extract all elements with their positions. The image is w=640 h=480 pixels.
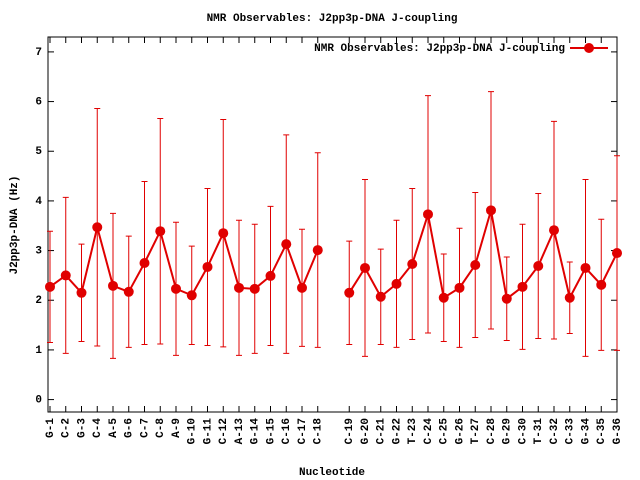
x-tick-label: G-3	[76, 418, 88, 438]
data-point	[533, 260, 544, 271]
data-point	[123, 286, 134, 297]
x-tick-label: C-33	[565, 418, 577, 445]
x-tick-label: G-1	[45, 418, 57, 438]
data-point	[438, 292, 449, 303]
x-tick-label: G-34	[580, 418, 592, 445]
x-tick-label: C-16	[281, 418, 293, 444]
y-tick-label: 1	[35, 345, 42, 357]
data-point	[549, 225, 559, 236]
x-tick-label: G-11	[202, 418, 214, 445]
data-point	[76, 287, 87, 298]
x-tick-label: G-36	[612, 418, 624, 444]
data-point	[281, 239, 292, 250]
x-tick-label: C-8	[155, 418, 167, 438]
x-tick-label: G-29	[502, 418, 514, 444]
data-point	[375, 291, 386, 302]
data-point	[218, 228, 229, 239]
data-point	[344, 287, 355, 298]
data-point	[265, 270, 276, 281]
legend-label: NMR Observables: J2pp3p-DNA J-coupling	[314, 43, 565, 55]
data-point	[596, 279, 607, 290]
y-tick-label: 2	[35, 295, 42, 307]
x-tick-label: T-27	[470, 418, 482, 444]
x-tick-label: G-15	[265, 418, 277, 445]
x-tick-label: C-25	[439, 418, 451, 445]
data-point	[391, 278, 402, 289]
x-tick-label: C-17	[297, 418, 309, 444]
data-point	[501, 293, 512, 304]
series-line	[49, 210, 618, 301]
x-tick-label: G-20	[360, 418, 372, 444]
x-tick-label: C-35	[596, 418, 608, 445]
x-tick-label: C-18	[313, 418, 325, 445]
x-tick-label: C-7	[139, 418, 151, 438]
data-point	[202, 261, 213, 272]
x-tick-label: A-13	[234, 418, 246, 445]
x-tick-label: G-10	[187, 418, 199, 444]
x-tick-label: G-22	[391, 418, 403, 444]
data-point	[423, 209, 433, 220]
y-tick-label: 6	[35, 96, 42, 108]
x-tick-label: G-6	[124, 418, 136, 438]
data-point	[360, 262, 370, 273]
data-point	[580, 262, 591, 273]
x-tick-label: C-32	[549, 418, 561, 444]
data-point	[155, 226, 166, 237]
data-point	[517, 281, 528, 292]
x-tick-label: C-2	[61, 418, 73, 438]
x-tick-label: C-21	[376, 418, 388, 445]
data-point	[186, 290, 197, 301]
x-tick-label: C-12	[218, 418, 230, 444]
x-axis-label: Nucleotide	[299, 467, 365, 479]
x-tick-label: C-28	[486, 418, 498, 445]
x-tick-label: C-19	[344, 418, 356, 444]
x-tick-label: C-24	[423, 418, 435, 445]
y-tick-label: 0	[35, 394, 42, 406]
chart-title: NMR Observables: J2pp3p-DNA J-coupling	[207, 13, 458, 25]
data-point	[234, 282, 244, 293]
data-point	[407, 258, 418, 269]
data-point	[486, 205, 496, 216]
x-tick-label: C-4	[92, 418, 104, 438]
y-tick-label: 7	[35, 47, 42, 59]
data-point	[470, 259, 481, 270]
x-tick-label: A-5	[108, 418, 120, 438]
y-tick-label: 5	[35, 146, 42, 158]
y-tick-label: 4	[35, 196, 42, 208]
data-point	[612, 248, 622, 259]
y-tick-label: 3	[35, 245, 42, 257]
y-axis-label: J2pp3p-DNA (Hz)	[9, 175, 21, 274]
data-point	[312, 245, 323, 256]
x-tick-label: G-26	[454, 418, 466, 444]
data-point	[45, 281, 55, 292]
data-point	[564, 292, 575, 303]
data-point	[249, 283, 260, 294]
x-tick-label: C-30	[517, 418, 529, 444]
plot-frame	[47, 36, 618, 413]
data-point	[92, 222, 103, 233]
x-tick-label: T-23	[407, 418, 419, 445]
x-tick-label: G-14	[250, 418, 262, 445]
data-point	[139, 257, 150, 268]
x-tick-label: A-9	[171, 418, 183, 438]
data-point	[171, 283, 181, 294]
data-point	[297, 282, 307, 293]
data-point	[454, 282, 465, 293]
data-point	[108, 280, 118, 291]
data-point	[60, 270, 71, 281]
legend-marker	[584, 43, 594, 53]
x-tick-label: T-31	[533, 418, 545, 445]
